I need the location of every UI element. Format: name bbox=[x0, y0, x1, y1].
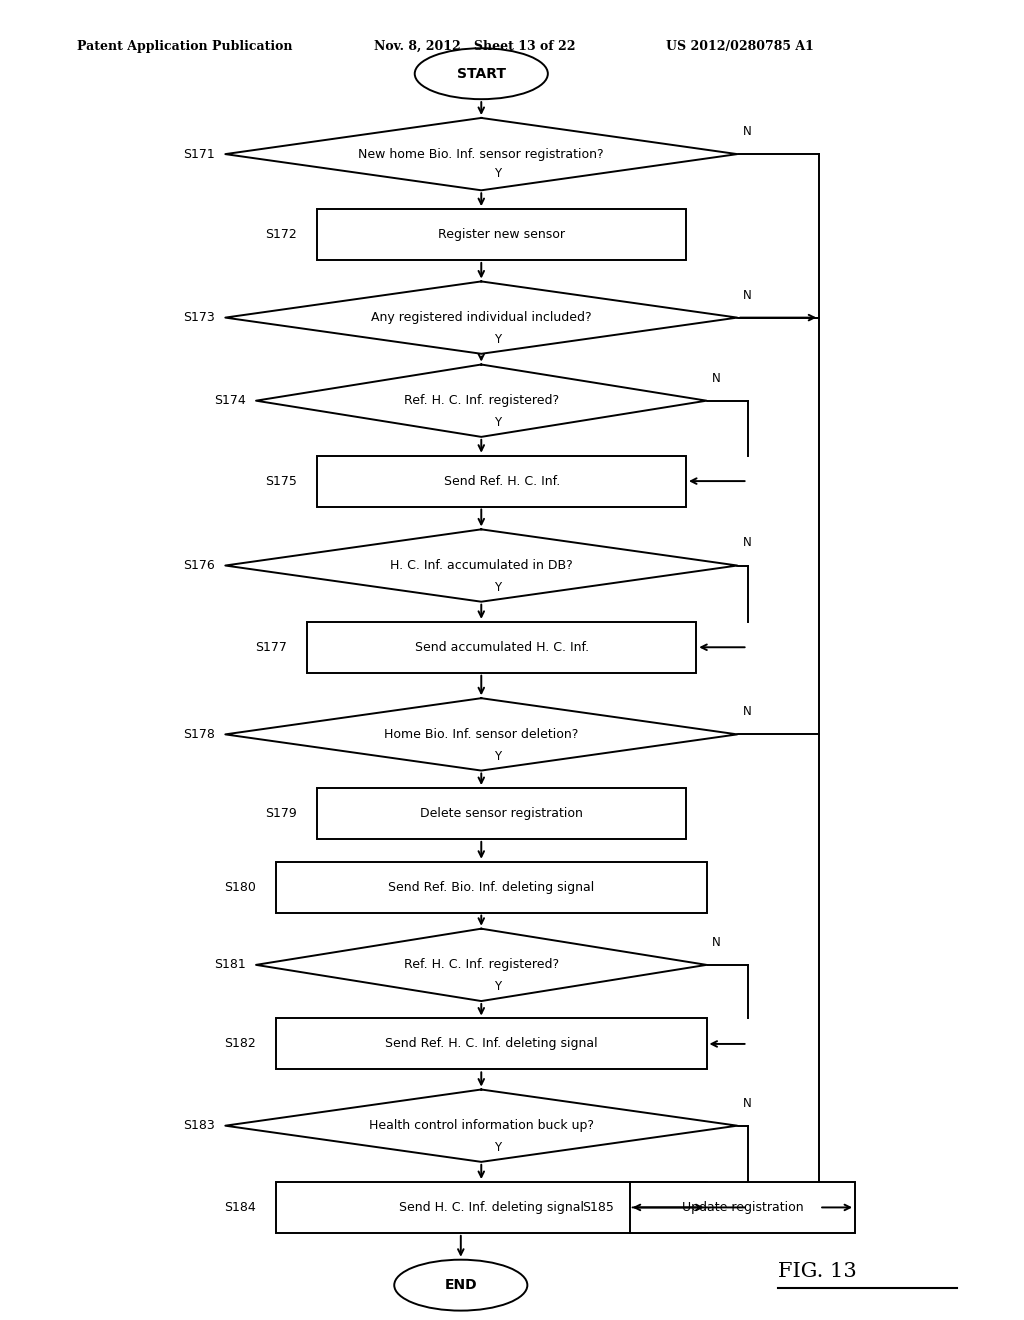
Text: S185: S185 bbox=[583, 1201, 614, 1214]
Text: N: N bbox=[742, 125, 752, 139]
Polygon shape bbox=[225, 698, 737, 771]
Text: S176: S176 bbox=[183, 560, 215, 572]
Text: S179: S179 bbox=[265, 807, 297, 820]
Text: Health control information buck up?: Health control information buck up? bbox=[369, 1119, 594, 1133]
Text: S175: S175 bbox=[265, 475, 297, 487]
Text: New home Bio. Inf. sensor registration?: New home Bio. Inf. sensor registration? bbox=[358, 148, 604, 161]
Ellipse shape bbox=[415, 49, 548, 99]
Text: FIG. 13: FIG. 13 bbox=[778, 1262, 857, 1282]
Text: S172: S172 bbox=[265, 228, 297, 242]
Bar bbox=[307, 622, 696, 673]
Text: Ref. H. C. Inf. registered?: Ref. H. C. Inf. registered? bbox=[403, 395, 559, 407]
Text: Y: Y bbox=[494, 1140, 501, 1154]
Bar bbox=[276, 1181, 707, 1233]
Text: US 2012/0280785 A1: US 2012/0280785 A1 bbox=[666, 40, 813, 53]
Polygon shape bbox=[256, 364, 707, 437]
Text: N: N bbox=[742, 1097, 752, 1110]
Text: H. C. Inf. accumulated in DB?: H. C. Inf. accumulated in DB? bbox=[390, 560, 572, 572]
Bar bbox=[630, 1181, 855, 1233]
Text: START: START bbox=[457, 67, 506, 81]
Bar bbox=[276, 862, 707, 912]
Text: S182: S182 bbox=[224, 1038, 256, 1051]
Text: S178: S178 bbox=[183, 727, 215, 741]
Polygon shape bbox=[256, 929, 707, 1001]
Text: S173: S173 bbox=[183, 312, 215, 325]
Text: S180: S180 bbox=[224, 880, 256, 894]
Bar bbox=[317, 209, 686, 260]
Text: Y: Y bbox=[494, 979, 501, 993]
Text: Send H. C. Inf. deleting signal: Send H. C. Inf. deleting signal bbox=[399, 1201, 584, 1214]
Ellipse shape bbox=[394, 1259, 527, 1311]
Text: S181: S181 bbox=[214, 958, 246, 972]
Text: Any registered individual included?: Any registered individual included? bbox=[371, 312, 592, 325]
Text: Update registration: Update registration bbox=[682, 1201, 803, 1214]
Text: N: N bbox=[742, 536, 752, 549]
Text: Register new sensor: Register new sensor bbox=[438, 228, 565, 242]
Text: Nov. 8, 2012   Sheet 13 of 22: Nov. 8, 2012 Sheet 13 of 22 bbox=[374, 40, 575, 53]
Text: Send Ref. Bio. Inf. deleting signal: Send Ref. Bio. Inf. deleting signal bbox=[388, 880, 595, 894]
Text: Y: Y bbox=[494, 416, 501, 429]
Text: Y: Y bbox=[494, 750, 501, 763]
Bar bbox=[276, 1019, 707, 1069]
Text: N: N bbox=[742, 705, 752, 718]
Text: Patent Application Publication: Patent Application Publication bbox=[77, 40, 292, 53]
Polygon shape bbox=[225, 1089, 737, 1162]
Text: S184: S184 bbox=[224, 1201, 256, 1214]
Text: N: N bbox=[712, 936, 721, 949]
Text: Send Ref. H. C. Inf.: Send Ref. H. C. Inf. bbox=[443, 475, 560, 487]
Text: S174: S174 bbox=[214, 395, 246, 407]
Text: Y: Y bbox=[494, 333, 501, 346]
Text: Ref. H. C. Inf. registered?: Ref. H. C. Inf. registered? bbox=[403, 958, 559, 972]
Text: Y: Y bbox=[494, 581, 501, 594]
Polygon shape bbox=[225, 281, 737, 354]
Bar bbox=[317, 788, 686, 840]
Text: N: N bbox=[712, 372, 721, 384]
Text: Send Ref. H. C. Inf. deleting signal: Send Ref. H. C. Inf. deleting signal bbox=[385, 1038, 598, 1051]
Text: Delete sensor registration: Delete sensor registration bbox=[420, 807, 584, 820]
Polygon shape bbox=[225, 529, 737, 602]
Text: Send accumulated H. C. Inf.: Send accumulated H. C. Inf. bbox=[415, 640, 589, 653]
Text: N: N bbox=[742, 289, 752, 301]
Text: Y: Y bbox=[494, 166, 501, 180]
Text: S177: S177 bbox=[255, 640, 287, 653]
Polygon shape bbox=[225, 117, 737, 190]
Text: S171: S171 bbox=[183, 148, 215, 161]
Text: Home Bio. Inf. sensor deletion?: Home Bio. Inf. sensor deletion? bbox=[384, 727, 579, 741]
Text: END: END bbox=[444, 1278, 477, 1292]
Bar bbox=[317, 455, 686, 507]
Text: S183: S183 bbox=[183, 1119, 215, 1133]
